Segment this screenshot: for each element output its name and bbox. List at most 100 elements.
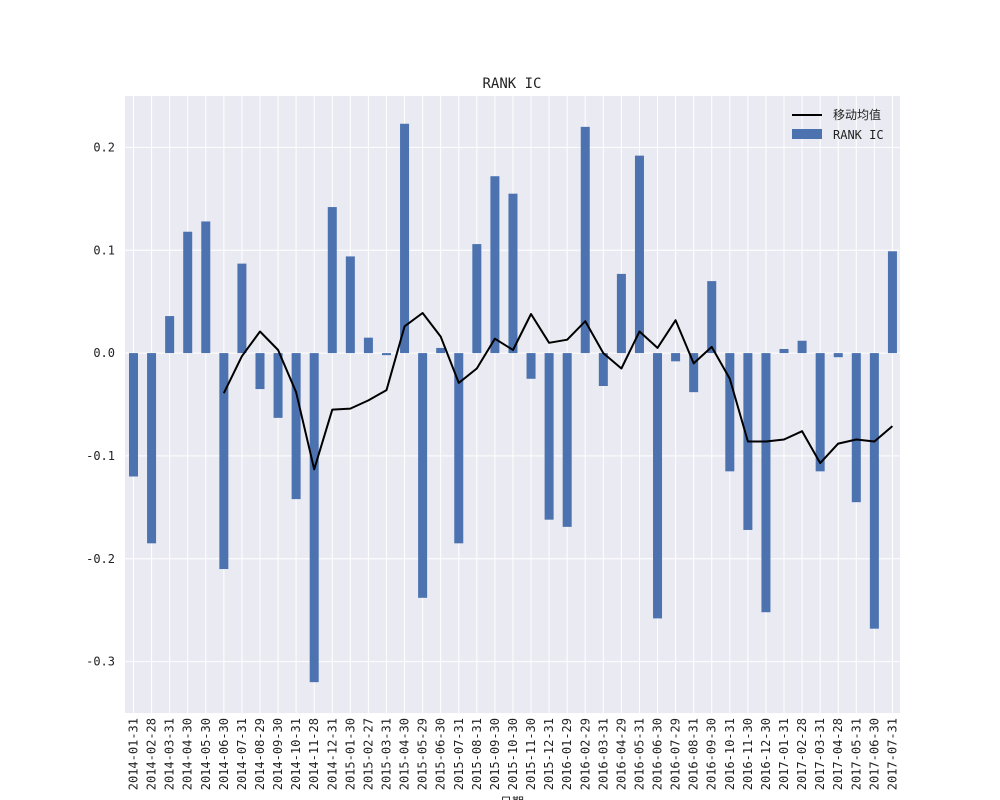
x-tick-label: 2016-11-30 bbox=[741, 718, 755, 790]
x-tick-label: 2015-07-31 bbox=[452, 718, 466, 790]
x-tick-label: 2016-07-29 bbox=[669, 718, 683, 790]
y-tick-label: -0.3 bbox=[86, 655, 115, 669]
x-tick-label: 2016-01-29 bbox=[560, 718, 574, 790]
bar bbox=[219, 353, 229, 570]
bar bbox=[508, 193, 518, 354]
legend: 移动均值 RANK IC bbox=[792, 107, 884, 142]
bar bbox=[436, 347, 446, 354]
x-tick-label: 2016-08-31 bbox=[687, 718, 701, 790]
x-tick-label: 2015-04-30 bbox=[398, 718, 412, 790]
x-tick-label: 2014-08-29 bbox=[253, 718, 267, 790]
x-tick-label: 2014-09-30 bbox=[271, 718, 285, 790]
bar bbox=[869, 353, 879, 629]
bar-series bbox=[129, 123, 897, 683]
bar bbox=[165, 316, 175, 354]
bar bbox=[381, 353, 391, 356]
bar bbox=[544, 353, 554, 520]
y-tick-label: -0.2 bbox=[86, 552, 115, 566]
bar bbox=[815, 353, 825, 472]
x-tick-label: 2014-01-31 bbox=[127, 718, 141, 790]
bar bbox=[490, 176, 500, 354]
x-tick-label: 2017-02-28 bbox=[795, 718, 809, 790]
y-tick-label: 0.0 bbox=[93, 346, 115, 360]
x-tick-label: 2016-05-31 bbox=[632, 718, 646, 790]
x-tick-label: 2016-02-29 bbox=[578, 718, 592, 790]
x-tick-label: 2015-02-27 bbox=[361, 718, 375, 790]
bar bbox=[183, 231, 193, 354]
y-tick-label: 0.2 bbox=[93, 140, 115, 154]
x-tick-label: 2014-04-30 bbox=[181, 718, 195, 790]
bar bbox=[418, 353, 428, 598]
bar bbox=[472, 244, 482, 354]
bar bbox=[833, 353, 843, 358]
moving-average-line bbox=[222, 312, 894, 471]
bar bbox=[725, 353, 735, 472]
x-tick-label: 2014-05-30 bbox=[199, 718, 213, 790]
bar bbox=[671, 353, 681, 362]
bar bbox=[237, 263, 247, 354]
x-tick-label: 2016-12-30 bbox=[759, 718, 773, 790]
bar bbox=[363, 337, 373, 354]
x-tick-label: 2014-03-31 bbox=[163, 718, 177, 790]
bar bbox=[580, 126, 590, 354]
bar bbox=[345, 256, 355, 354]
x-tick-label: 2014-07-31 bbox=[235, 718, 249, 790]
bar bbox=[562, 353, 572, 527]
x-tick-label: 2014-12-31 bbox=[325, 718, 339, 790]
y-axis: -0.3 -0.2 -0.1 0.0 0.1 0.2 bbox=[86, 140, 115, 668]
x-tick-label: 2015-12-31 bbox=[542, 718, 556, 790]
x-tick-label: 2015-08-31 bbox=[470, 718, 484, 790]
bar bbox=[147, 353, 157, 544]
x-tick-label: 2017-07-31 bbox=[885, 718, 899, 790]
x-tick-label: 2015-01-30 bbox=[343, 718, 357, 790]
bar bbox=[526, 353, 536, 379]
bar bbox=[707, 281, 717, 354]
bar bbox=[291, 353, 301, 500]
x-tick-label: 2015-06-30 bbox=[434, 718, 448, 790]
legend-label-rank-ic: RANK IC bbox=[833, 128, 884, 142]
bar bbox=[887, 251, 897, 354]
x-tick-label: 2015-09-30 bbox=[488, 718, 502, 790]
bar bbox=[327, 207, 337, 354]
x-tick-label: 2016-10-31 bbox=[723, 718, 737, 790]
x-tick-label: 2017-05-31 bbox=[849, 718, 863, 790]
bar bbox=[309, 353, 319, 683]
bar bbox=[797, 340, 807, 354]
y-tick-label: -0.1 bbox=[86, 449, 115, 463]
x-tick-label: 2015-10-30 bbox=[506, 718, 520, 790]
x-tick-label: 2016-06-30 bbox=[651, 718, 665, 790]
bar bbox=[634, 155, 644, 354]
bar bbox=[273, 353, 283, 418]
x-tick-label: 2017-03-31 bbox=[813, 718, 827, 790]
bar bbox=[598, 353, 608, 386]
bar bbox=[689, 353, 699, 393]
x-axis-label: 日期 bbox=[500, 795, 524, 800]
bar bbox=[761, 353, 771, 613]
bar bbox=[653, 353, 663, 619]
x-tick-label: 2014-10-31 bbox=[289, 718, 303, 790]
bar bbox=[400, 123, 410, 354]
x-tick-label: 2017-01-31 bbox=[777, 718, 791, 790]
bar bbox=[129, 353, 138, 477]
bar bbox=[779, 348, 789, 354]
x-tick-label: 2017-04-28 bbox=[831, 718, 845, 790]
x-tick-label: 2016-09-30 bbox=[705, 718, 719, 790]
chart-title: RANK IC bbox=[482, 76, 541, 92]
legend-label-moving-average: 移动均值 bbox=[833, 107, 881, 122]
bar bbox=[201, 221, 211, 354]
x-tick-label: 2015-05-29 bbox=[416, 718, 430, 790]
bar bbox=[454, 353, 464, 544]
x-tick-label: 2017-06-30 bbox=[867, 718, 881, 790]
x-tick-label: 2014-11-28 bbox=[307, 718, 321, 790]
x-tick-label: 2014-06-30 bbox=[217, 718, 231, 790]
line-series bbox=[222, 312, 894, 471]
x-tick-label: 2015-03-31 bbox=[379, 718, 393, 790]
bar bbox=[255, 353, 265, 390]
x-axis: 2014-01-31 2014-02-28 2014-03-31 2014-04-30… bbox=[127, 718, 900, 790]
x-tick-label: 2015-11-30 bbox=[524, 718, 538, 790]
x-tick-label: 2014-02-28 bbox=[145, 718, 159, 790]
bar bbox=[851, 353, 861, 503]
x-tick-label: 2016-03-31 bbox=[596, 718, 610, 790]
bar bbox=[616, 273, 626, 354]
